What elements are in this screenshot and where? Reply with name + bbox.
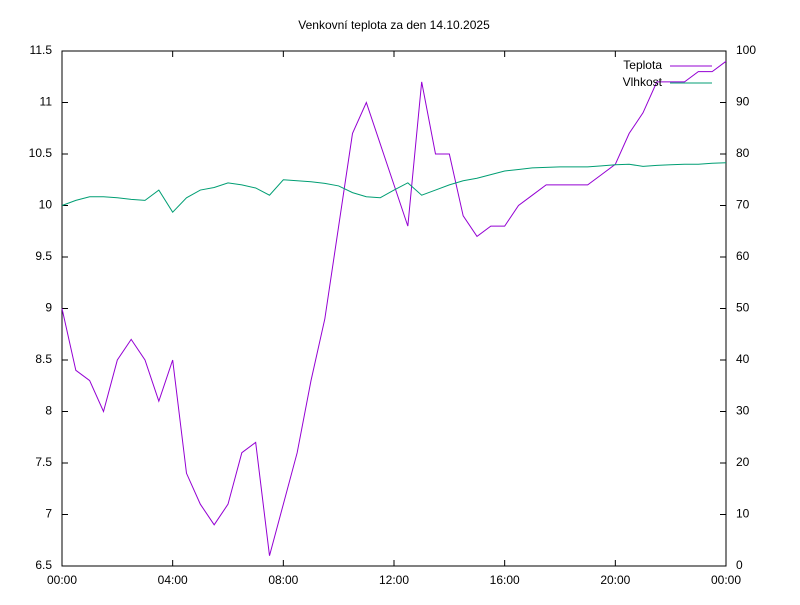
chart-title: Venkovní teplota za den 14.10.2025 [298,18,490,32]
y-tick-label: 7 [45,507,52,521]
y2-tick-label: 40 [736,352,750,366]
series-line [61,60,727,556]
y-tick-label: 8 [45,404,52,418]
legend-label: Vlhkost [623,75,663,89]
y2-tick-label: 50 [736,301,750,315]
x-tick-label: 20:00 [600,573,630,587]
y2-tick-label: 90 [736,95,750,109]
x-tick-label: 04:00 [158,573,188,587]
y-tick-label: 10.5 [29,146,53,160]
y-tick-label: 11.5 [30,43,53,57]
y-tick-label: 10 [39,198,53,212]
y-tick-label: 7.5 [35,455,52,469]
y2-tick-label: 30 [736,404,750,418]
x-tick-label: 00:00 [47,573,77,587]
y2-tick-label: 100 [736,43,756,57]
y2-tick-label: 70 [736,198,750,212]
y2-tick-label: 0 [736,558,743,572]
y-tick-label: 9.5 [35,249,52,263]
x-tick-label: 08:00 [268,573,298,587]
y2-tick-label: 10 [736,507,750,521]
y-tick-label: 8.5 [35,352,52,366]
y-tick-label: 11 [40,95,53,109]
x-tick-label: 16:00 [490,573,520,587]
y-tick-label: 9 [45,301,52,315]
x-tick-label: 12:00 [379,573,409,587]
series-line [61,162,727,213]
y2-tick-label: 60 [736,249,750,263]
y2-tick-label: 80 [736,146,750,160]
x-tick-label: 00:00 [711,573,741,587]
legend-label: Teplota [623,58,662,72]
y-tick-label: 6.5 [35,558,52,572]
y2-tick-label: 20 [736,455,750,469]
